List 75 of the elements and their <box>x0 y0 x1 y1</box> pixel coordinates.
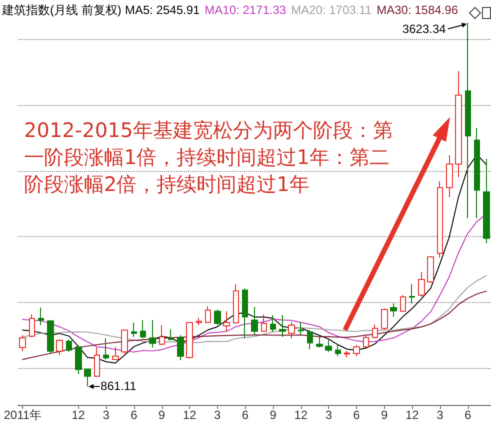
candlestick <box>325 340 332 352</box>
candlestick <box>261 314 267 332</box>
text: MA20: 1703.11 <box>291 3 372 17</box>
candlestick <box>279 314 286 338</box>
candlestick <box>186 321 193 359</box>
candlestick <box>483 158 490 244</box>
x-tick-label: 9 <box>158 408 166 422</box>
candlestick <box>233 284 239 324</box>
candlestick <box>418 271 425 298</box>
candlestick <box>400 294 406 312</box>
candlestick <box>94 347 100 378</box>
x-tick-label: 3 <box>102 408 110 422</box>
candlestick <box>427 256 434 284</box>
x-tick-label: 12 <box>294 408 308 422</box>
candlestick <box>390 302 397 318</box>
text: 861.11 <box>100 379 136 394</box>
x-tick-label: 12 <box>72 408 86 422</box>
candlestick <box>103 338 109 360</box>
candlestick <box>363 334 369 348</box>
candlestick <box>223 310 230 332</box>
annotation: 2012-2015年基建宽松分为两个阶段：第一阶段涨幅1倍，持续时间超过1年：第二阶段涨幅2倍，持续时间超过1年 <box>24 117 394 198</box>
candlestick <box>251 306 258 336</box>
x-tick-label: 12 <box>182 408 197 422</box>
candlestick <box>56 338 63 356</box>
candlestick <box>121 329 128 354</box>
text: MA5: 2545.91 <box>124 3 200 17</box>
chart-title: 建筑指数(月线 前复权) <box>2 3 122 17</box>
candlestick <box>437 180 443 258</box>
text: 3623.34 <box>402 22 446 36</box>
candlestick <box>149 320 156 348</box>
x-tick-label: 6 <box>464 408 472 422</box>
candlestick <box>316 334 323 348</box>
candlestick <box>66 338 72 352</box>
candlestick <box>29 314 35 338</box>
candlestick <box>38 307 44 326</box>
x-tick-label: 9 <box>270 408 277 422</box>
candlestick <box>131 322 137 338</box>
candlestick <box>214 308 221 326</box>
candlestick <box>335 344 341 357</box>
candlestick <box>47 320 54 354</box>
candlestick <box>75 346 82 375</box>
candlestick <box>84 368 91 387</box>
x-tick-label: 3 <box>214 408 222 422</box>
candlestick <box>112 346 119 361</box>
x-tick-label: 12 <box>405 408 420 422</box>
x-tick-label: 2011年 <box>4 408 42 422</box>
x-tick-label: 9 <box>381 408 388 422</box>
candlestick <box>465 22 471 219</box>
candlestick <box>409 284 415 304</box>
candlestick <box>168 328 174 341</box>
candlestick <box>177 334 184 361</box>
candlestick <box>140 320 146 339</box>
candlestick <box>344 350 350 358</box>
candlestick <box>307 330 313 350</box>
candlestick <box>270 314 276 332</box>
candlestick <box>298 321 304 336</box>
x-tick-label: 3 <box>325 408 332 422</box>
candlestick <box>381 308 388 330</box>
text: MA10: 2171.33 <box>204 3 286 17</box>
candlestick <box>446 154 453 198</box>
candlestick <box>205 306 211 324</box>
candlestick <box>242 288 248 339</box>
candlestick <box>19 334 26 352</box>
candlestick <box>474 128 480 219</box>
x-tick-label: 6 <box>242 408 249 422</box>
candlestick <box>288 321 295 339</box>
candlestick <box>372 324 378 339</box>
candlestick <box>196 317 202 326</box>
candlestick <box>159 324 165 346</box>
x-tick-label: 6 <box>130 408 138 422</box>
candlestick <box>353 344 360 357</box>
x-tick-label: 3 <box>436 408 444 422</box>
x-tick-label: 6 <box>353 408 360 422</box>
text: MA30: 1584.96 <box>376 3 458 17</box>
candlestick <box>455 70 462 178</box>
